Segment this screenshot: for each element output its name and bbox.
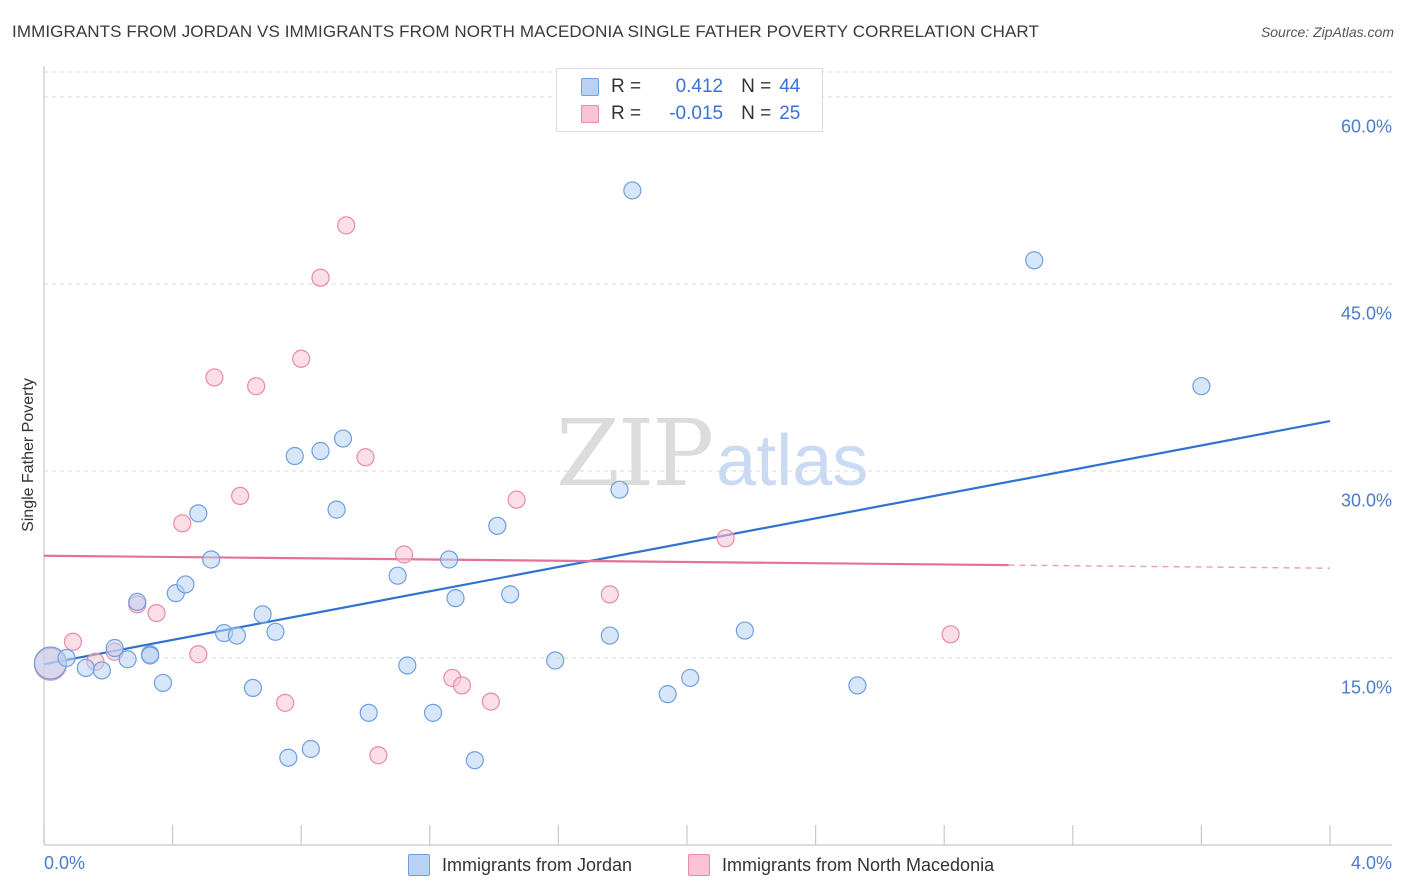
legend-r-value: 0.412 (675, 76, 724, 97)
jordan-point (501, 585, 520, 604)
source-credit: Source: ZipAtlas.com (1260, 24, 1394, 40)
jordan-point (243, 678, 263, 698)
north-macedonia-trend-line (43, 554, 1009, 567)
jordan-point (227, 626, 246, 645)
jordan-point (76, 658, 95, 678)
north-macedonia-point (247, 377, 266, 396)
jordan-point (388, 566, 407, 585)
north-macedonia-swatch (581, 105, 599, 123)
jordan-point (153, 673, 173, 693)
north-macedonia-point (716, 529, 735, 548)
jordan-swatch (581, 78, 599, 96)
jordan-point (311, 441, 330, 461)
legend-r-label: R = (611, 76, 642, 97)
points-layer (33, 181, 1211, 770)
jordan-point (600, 626, 619, 645)
jordan-point (398, 656, 417, 675)
jordan-point (140, 646, 160, 665)
legend-n-value: 44 (779, 76, 801, 97)
jordan-point (266, 622, 285, 641)
north-macedonia-point (452, 676, 472, 695)
north-macedonia-point (292, 349, 311, 368)
jordan-point (57, 648, 76, 668)
jordan-point (423, 703, 443, 722)
north-macedonia-point (147, 603, 166, 623)
north-macedonia-point (369, 746, 388, 765)
north-macedonia-trend-extension (1008, 564, 1331, 569)
jordan-point (105, 638, 124, 658)
jordan-point (446, 589, 465, 608)
legend-n-label: N = (741, 76, 772, 97)
north-macedonia-point (941, 625, 960, 644)
north-macedonia-point (231, 486, 250, 506)
north-macedonia-legend-label: Immigrants from North Macedonia (722, 854, 995, 875)
legend-row-jordan: R = 0.412 N = 44 (581, 74, 800, 100)
jordan-legend-label: Immigrants from Jordan (442, 854, 633, 875)
grid-layer (44, 71, 1392, 659)
y-tick-label: 30.0% (1340, 490, 1392, 511)
legend-n-label: N = (741, 103, 772, 124)
jordan-point (279, 748, 298, 767)
jordan-point (465, 751, 484, 770)
y-tick-label: 15.0% (1340, 677, 1392, 698)
x-tick-label-max: 4.0% (1350, 853, 1392, 873)
jordan-point (327, 500, 346, 519)
jordan-point (658, 685, 677, 704)
north-macedonia-point (276, 693, 295, 712)
y-tick-label: 60.0% (1340, 116, 1392, 137)
jordan-point (301, 739, 320, 759)
x-tick-label-min: 0.0% (44, 853, 86, 873)
legend-item-north-macedonia[interactable]: Immigrants from North Macedonia (688, 852, 994, 878)
jordan-legend-swatch (408, 854, 430, 876)
legend-n-value: 25 (779, 103, 801, 124)
jordan-point (610, 480, 629, 499)
jordan-point (623, 181, 642, 200)
stats-legend: R = 0.412 N = 44 R = -0.015 N = 25 (556, 68, 823, 132)
jordan-point (285, 446, 304, 466)
y-tick-label: 45.0% (1340, 303, 1392, 324)
north-macedonia-point (600, 585, 619, 604)
jordan-point (359, 703, 378, 722)
jordan-point (333, 429, 353, 448)
north-macedonia-point (481, 692, 500, 711)
jordan-point (1192, 377, 1211, 396)
jordan-point (488, 516, 507, 535)
jordan-point (848, 676, 867, 695)
north-macedonia-point (356, 448, 375, 467)
north-macedonia-point (337, 216, 356, 235)
jordan-point (681, 668, 700, 688)
jordan-point (118, 650, 137, 669)
legend-r-value: -0.015 (669, 103, 724, 124)
jordan-point (189, 504, 208, 523)
north-macedonia-point (507, 490, 526, 509)
north-macedonia-point (63, 632, 83, 651)
north-macedonia-point (189, 645, 208, 664)
north-macedonia-point (205, 368, 224, 387)
jordan-point (202, 550, 221, 569)
north-macedonia-legend-swatch (688, 854, 710, 876)
jordan-point (735, 621, 754, 640)
north-macedonia-point (311, 268, 330, 287)
north-macedonia-point (394, 545, 414, 564)
chart-title: IMMIGRANTS FROM JORDAN VS IMMIGRANTS FRO… (12, 22, 1039, 41)
jordan-trend-line (43, 420, 1331, 666)
legend-r-label: R = (611, 103, 642, 124)
axis-layer (43, 66, 1392, 846)
north-macedonia-point (173, 514, 192, 533)
jordan-point (92, 661, 111, 680)
jordan-point (439, 550, 459, 569)
jordan-point (128, 592, 147, 611)
legend-row-north-macedonia: R = -0.015 N = 25 (581, 101, 800, 127)
jordan-point (253, 605, 272, 624)
jordan-point (176, 575, 195, 594)
legend-item-jordan[interactable]: Immigrants from Jordan (408, 852, 632, 878)
jordan-point (546, 651, 565, 670)
jordan-point (1025, 251, 1044, 270)
